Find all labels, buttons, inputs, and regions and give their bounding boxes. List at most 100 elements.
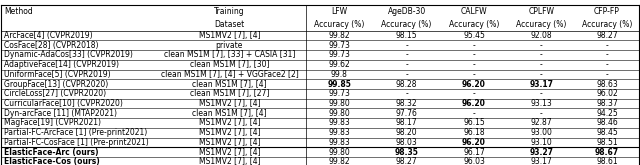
Text: LFW: LFW: [332, 7, 348, 16]
Text: 99.80: 99.80: [328, 109, 350, 118]
Text: -: -: [540, 70, 543, 79]
Text: -: -: [540, 41, 543, 50]
Text: -: -: [405, 70, 408, 79]
Text: Training: Training: [214, 7, 244, 16]
Text: -: -: [605, 41, 609, 50]
Text: Dynamic-AdaCos[33] (CVPR2019): Dynamic-AdaCos[33] (CVPR2019): [4, 50, 132, 59]
Text: Partial-FC-ArcFace [1] (Pre-print2021): Partial-FC-ArcFace [1] (Pre-print2021): [4, 128, 147, 137]
Text: Partial-FC-CosFace [1] (Pre-print2021): Partial-FC-CosFace [1] (Pre-print2021): [4, 138, 148, 147]
Text: Accuracy (%): Accuracy (%): [381, 20, 432, 29]
Text: -: -: [540, 109, 543, 118]
Text: 93.17: 93.17: [529, 80, 554, 89]
Text: Dyn-arcFace [11] (MTAP2021): Dyn-arcFace [11] (MTAP2021): [4, 109, 117, 118]
Text: GroupFace[13] (CVPR2020): GroupFace[13] (CVPR2020): [4, 80, 108, 89]
Text: MS1MV2 [7], [4]: MS1MV2 [7], [4]: [198, 148, 260, 157]
Text: -: -: [473, 70, 476, 79]
Text: -: -: [473, 109, 476, 118]
Text: -: -: [605, 50, 609, 59]
Text: -: -: [605, 70, 609, 79]
Text: 92.08: 92.08: [531, 31, 552, 40]
Text: Accuracy (%): Accuracy (%): [449, 20, 499, 29]
Text: 99.83: 99.83: [328, 138, 350, 147]
Text: clean MS1M [7], [27]: clean MS1M [7], [27]: [189, 89, 269, 98]
Text: 97.76: 97.76: [396, 109, 418, 118]
Text: ArcFace[4] (CVPR2019): ArcFace[4] (CVPR2019): [4, 31, 93, 40]
Text: CFP-FP: CFP-FP: [594, 7, 620, 16]
Text: 99.73: 99.73: [328, 89, 350, 98]
Text: 92.87: 92.87: [531, 118, 552, 128]
Text: 93.00: 93.00: [531, 128, 552, 137]
Text: 98.45: 98.45: [596, 128, 618, 137]
Text: UniformFace[5] (CVPR2019): UniformFace[5] (CVPR2019): [4, 70, 111, 79]
Text: 98.37: 98.37: [596, 99, 618, 108]
Text: ElasticFace-Cos (ours): ElasticFace-Cos (ours): [4, 157, 100, 165]
Text: 99.80: 99.80: [328, 148, 350, 157]
Text: Accuracy (%): Accuracy (%): [516, 20, 566, 29]
Text: -: -: [473, 60, 476, 69]
Text: ElasticFace-Arc (ours): ElasticFace-Arc (ours): [4, 148, 99, 157]
Text: CurricularFace[10] (CVPR2020): CurricularFace[10] (CVPR2020): [4, 99, 123, 108]
Text: 93.27: 93.27: [529, 148, 554, 157]
Text: CircleLoss[27] (CVPR2020): CircleLoss[27] (CVPR2020): [4, 89, 106, 98]
Text: -: -: [405, 89, 408, 98]
Text: 98.32: 98.32: [396, 99, 417, 108]
Text: Dataset: Dataset: [214, 20, 244, 29]
Text: 96.20: 96.20: [462, 99, 486, 108]
Text: 98.20: 98.20: [396, 128, 417, 137]
Text: 98.28: 98.28: [396, 80, 417, 89]
Text: MS1MV2 [7], [4]: MS1MV2 [7], [4]: [198, 138, 260, 147]
Text: clean MS1M [7], [4]: clean MS1M [7], [4]: [192, 109, 267, 118]
Text: 96.20: 96.20: [462, 138, 486, 147]
Text: 98.61: 98.61: [596, 157, 618, 165]
Text: 98.03: 98.03: [396, 138, 417, 147]
Text: -: -: [473, 41, 476, 50]
Text: 96.15: 96.15: [463, 118, 485, 128]
Text: -: -: [540, 60, 543, 69]
Text: 99.83: 99.83: [328, 118, 350, 128]
Text: 96.18: 96.18: [463, 128, 485, 137]
Text: 96.02: 96.02: [596, 89, 618, 98]
Text: -: -: [540, 89, 543, 98]
Text: -: -: [605, 60, 609, 69]
Text: MS1MV2 [7], [4]: MS1MV2 [7], [4]: [198, 157, 260, 165]
Text: 99.73: 99.73: [328, 50, 350, 59]
Text: 98.17: 98.17: [396, 118, 417, 128]
Text: -: -: [540, 50, 543, 59]
Text: Accuracy (%): Accuracy (%): [582, 20, 632, 29]
Text: clean MS1M [7], [4] + VGGFace2 [2]: clean MS1M [7], [4] + VGGFace2 [2]: [161, 70, 298, 79]
Text: MagFace[19] (CVPR2021): MagFace[19] (CVPR2021): [4, 118, 101, 128]
Text: 99.73: 99.73: [328, 41, 350, 50]
Text: CosFace[28] (CVPR2018): CosFace[28] (CVPR2018): [4, 41, 99, 50]
Text: 93.17: 93.17: [531, 157, 552, 165]
Text: 98.46: 98.46: [596, 118, 618, 128]
Text: 99.83: 99.83: [328, 128, 350, 137]
Text: AdaptiveFace[14] (CVPR2019): AdaptiveFace[14] (CVPR2019): [4, 60, 119, 69]
Text: 99.85: 99.85: [328, 80, 351, 89]
Text: 98.67: 98.67: [595, 148, 619, 157]
Text: private: private: [216, 41, 243, 50]
Text: 98.27: 98.27: [396, 157, 417, 165]
Text: 98.51: 98.51: [596, 138, 618, 147]
Text: 98.15: 98.15: [396, 31, 417, 40]
Text: clean MS1M [7], [33] + CASIA [31]: clean MS1M [7], [33] + CASIA [31]: [164, 50, 295, 59]
Text: 96.03: 96.03: [463, 157, 485, 165]
Text: Accuracy (%): Accuracy (%): [314, 20, 365, 29]
Text: 93.13: 93.13: [531, 99, 552, 108]
Text: 94.25: 94.25: [596, 109, 618, 118]
Text: -: -: [405, 60, 408, 69]
Text: 99.80: 99.80: [328, 99, 350, 108]
Text: -: -: [405, 50, 408, 59]
Text: 99.62: 99.62: [328, 60, 350, 69]
Text: -: -: [473, 50, 476, 59]
Text: CPLFW: CPLFW: [529, 7, 554, 16]
Text: 96.17: 96.17: [463, 148, 485, 157]
Text: MS1MV2 [7], [4]: MS1MV2 [7], [4]: [198, 128, 260, 137]
Text: CALFW: CALFW: [461, 7, 487, 16]
Text: AgeDB-30: AgeDB-30: [388, 7, 426, 16]
Text: MS1MV2 [7], [4]: MS1MV2 [7], [4]: [198, 118, 260, 128]
Text: 98.63: 98.63: [596, 80, 618, 89]
Text: clean MS1M [7], [4]: clean MS1M [7], [4]: [192, 80, 267, 89]
Text: 98.35: 98.35: [395, 148, 419, 157]
Text: -: -: [473, 89, 476, 98]
Text: Method: Method: [4, 7, 33, 16]
